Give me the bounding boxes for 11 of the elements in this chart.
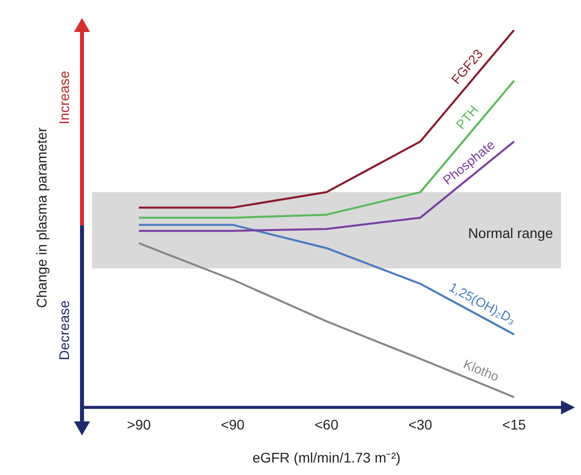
y-axis-title: Change in plasma parameter [33, 127, 50, 308]
text: Decrease [56, 300, 72, 360]
x-tick-label: <30 [408, 416, 432, 433]
x-tick-label: <60 [314, 416, 339, 433]
band-label: Normal range [468, 224, 554, 241]
text: Klotho [461, 356, 502, 384]
text: Increase [56, 70, 72, 124]
x-tick-label: <90 [220, 416, 245, 433]
x-tick-label: <15 [502, 416, 526, 433]
x-tick-label: >90 [127, 416, 151, 433]
x-axis-title: eGFR (ml/min/1.73 m⁻²) [252, 449, 401, 466]
